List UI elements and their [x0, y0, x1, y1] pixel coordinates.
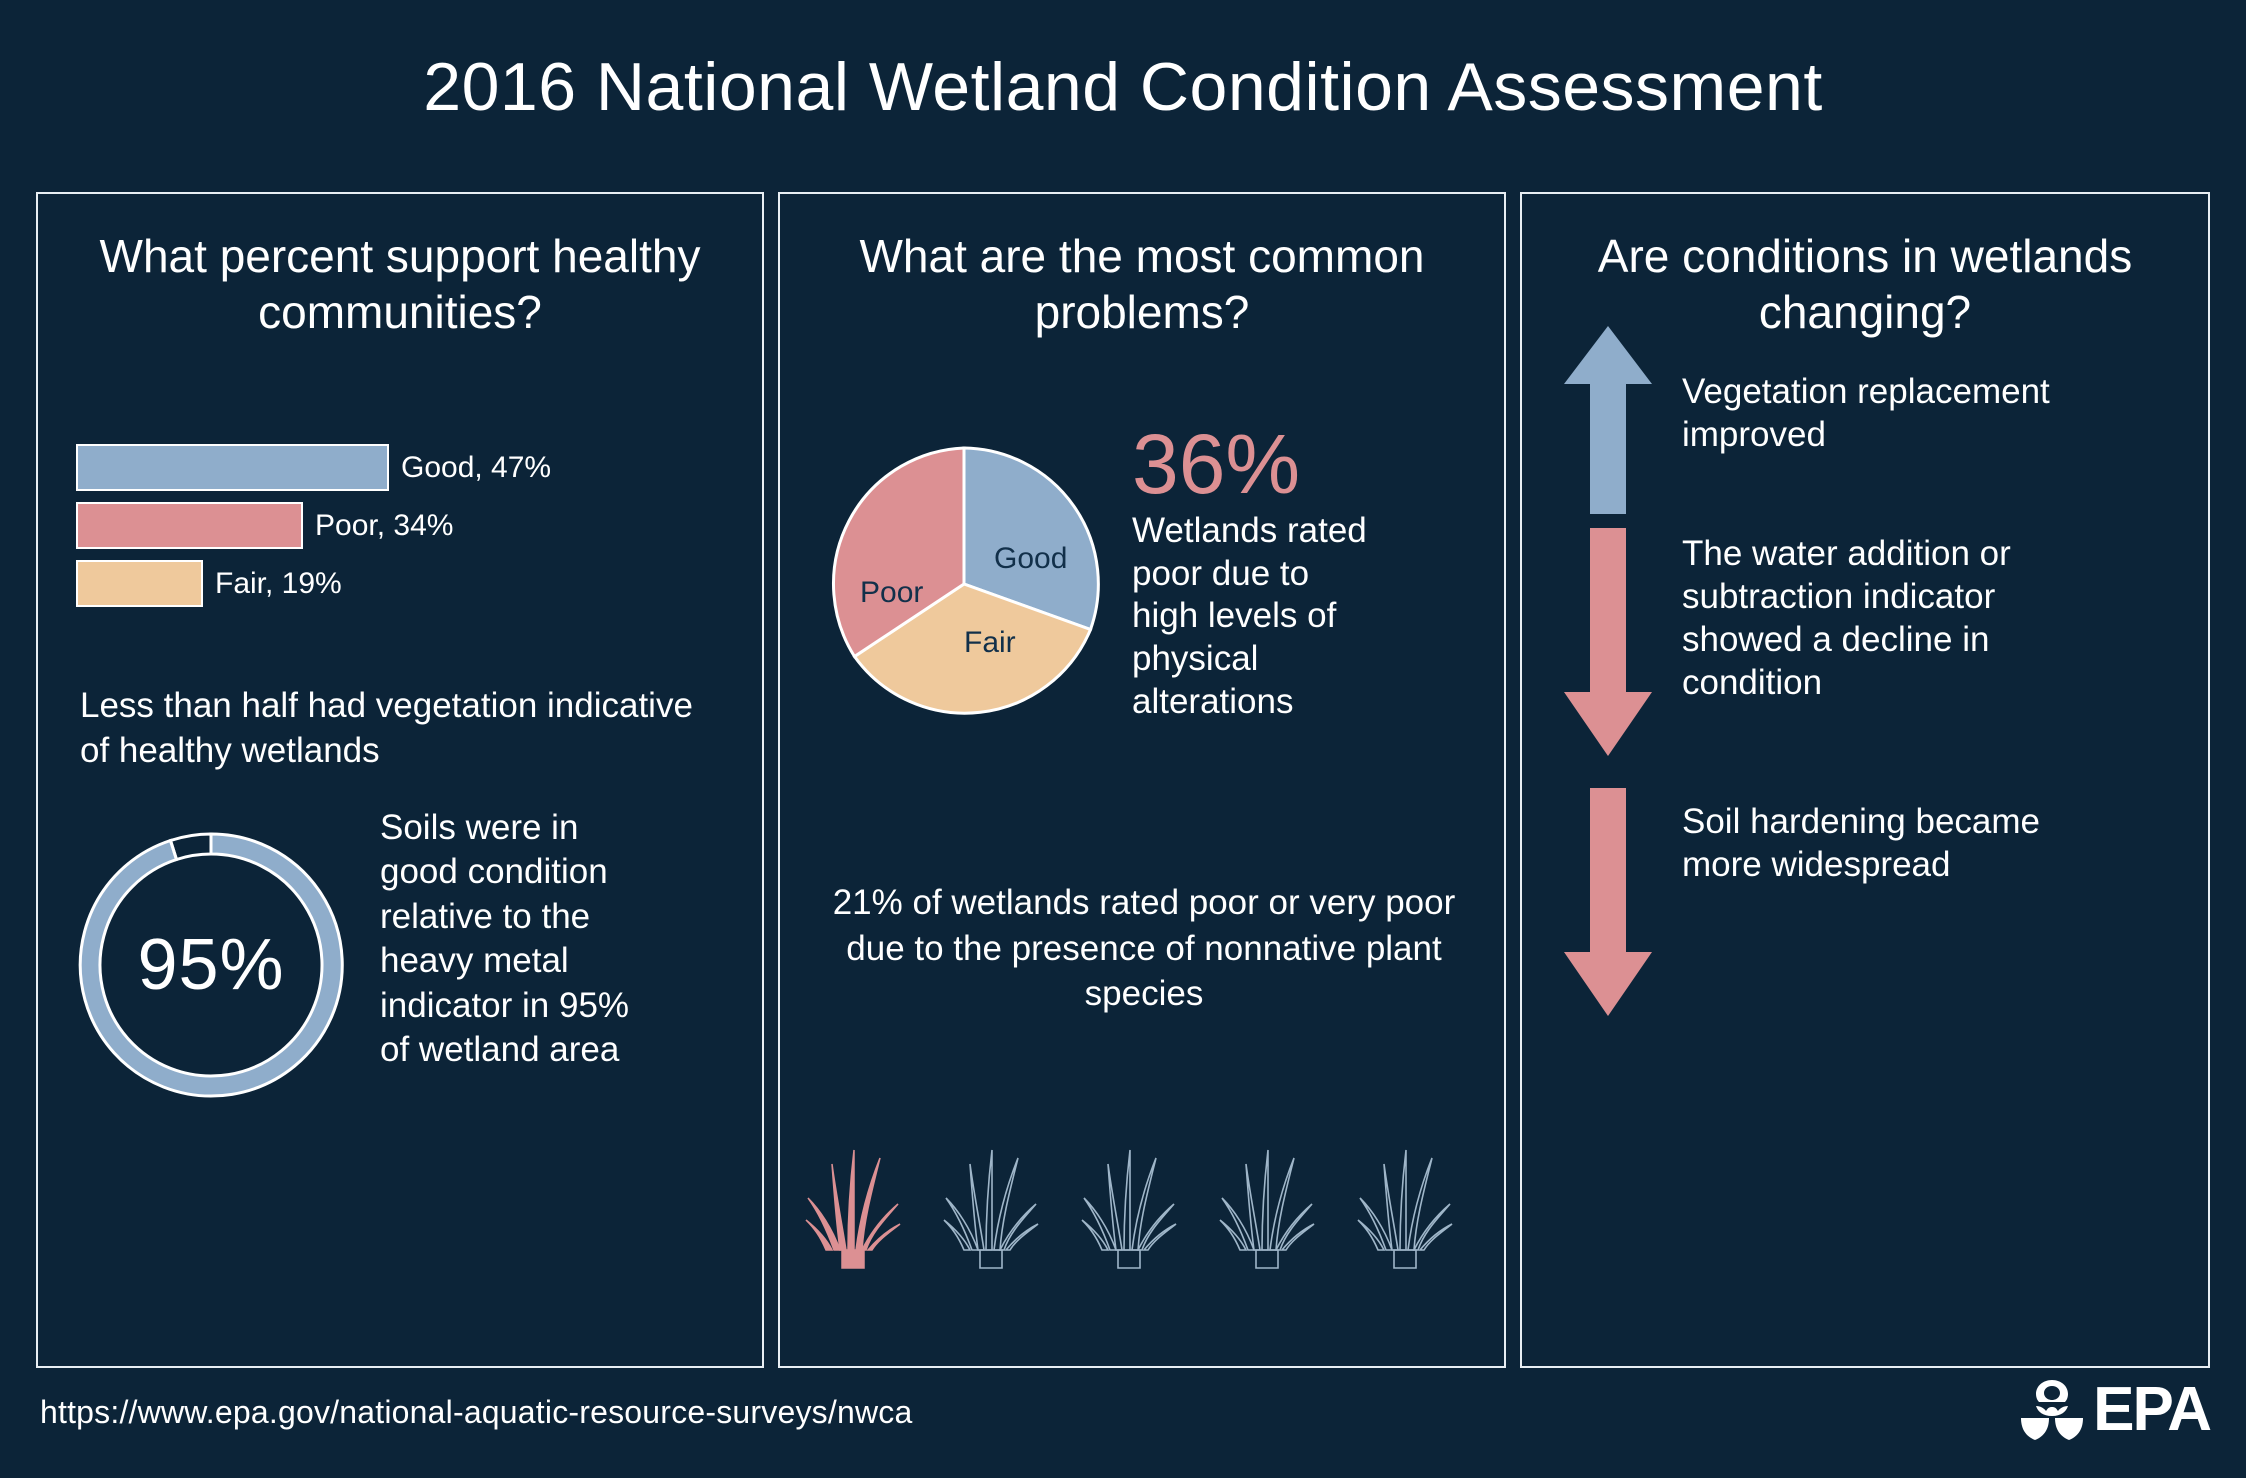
- pie-slice-good: [962, 446, 1100, 632]
- grass-tuft-outline-4: [1357, 1149, 1453, 1269]
- grass-tuft-outline-3: [1219, 1149, 1315, 1269]
- bar-good: [76, 444, 389, 491]
- footer-url[interactable]: https://www.epa.gov/national-aquatic-res…: [40, 1394, 913, 1430]
- panel-conditions-changing: Are conditions in wetlands changing? Veg…: [1520, 192, 2210, 1368]
- bar-row-fair: Fair, 19%: [76, 560, 736, 607]
- pie-side-callout: 36% Wetlands rated poor due to high leve…: [1132, 422, 1382, 723]
- arrow-down-icon-soil: [1564, 788, 1652, 1016]
- pie-slice-fair: [852, 582, 1093, 715]
- panel-healthy-communities: What percent support healthy communities…: [36, 192, 764, 1368]
- panel3-heading: Are conditions in wetlands changing?: [1597, 230, 2133, 339]
- pie-slice-poor: [831, 446, 966, 659]
- donut-block: 95% Soils were in good condition relativ…: [66, 806, 660, 1110]
- nonnative-species-note: 21% of wetlands rated poor or very poor …: [832, 883, 1456, 1013]
- panel1-lead-text: Less than half had vegetation indicative…: [80, 686, 693, 770]
- pie-chart: Good Fair Poor: [824, 444, 1104, 724]
- donut-caption: Soils were in good condition relative to…: [380, 808, 630, 1070]
- trend-item-vegetation: Vegetation replacement improved: [1562, 322, 2102, 518]
- bar-label-good: Good, 47%: [401, 450, 552, 484]
- epa-wordmark: EPA: [2093, 1375, 2212, 1444]
- grass-illustration-row: [796, 1106, 1496, 1291]
- bar-poor: [76, 502, 303, 549]
- epa-seal-icon: [2021, 1380, 2084, 1440]
- arrow-down-icon-water: [1564, 528, 1652, 756]
- donut-center-label: 95%: [137, 925, 285, 1005]
- trend-text-soil: Soil hardening became more widespread: [1682, 802, 2041, 885]
- trend-text-vegetation: Vegetation replacement improved: [1682, 372, 2050, 455]
- epa-logo: EPA: [2015, 1374, 2212, 1446]
- grass-svg: [805, 1149, 1453, 1269]
- bar-fair: [76, 560, 203, 607]
- bar-label-poor: Poor, 34%: [315, 508, 454, 542]
- grass-tuft-outline-1: [943, 1149, 1039, 1269]
- donut-arc-remainder: [168, 832, 213, 862]
- donut-chart: 95%: [66, 820, 356, 1110]
- donut-arc-filled: [78, 832, 344, 1098]
- panel2-heading: What are the most common problems?: [859, 230, 1425, 339]
- page-title: 2016 National Wetland Condition Assessme…: [423, 49, 1823, 125]
- donut-svg: [78, 832, 344, 1098]
- panels-container: What percent support healthy communities…: [36, 192, 2210, 1368]
- pie-svg: [831, 446, 1100, 715]
- panel-common-problems: What are the most common problems? Good …: [778, 192, 1506, 1368]
- grass-tuft-outline-2: [1081, 1149, 1177, 1269]
- trend-item-soil: Soil hardening became more widespread: [1562, 784, 2102, 1020]
- bar-row-good: Good, 47%: [76, 444, 736, 491]
- bar-row-poor: Poor, 34%: [76, 502, 736, 549]
- trend-item-water: The water addition or subtraction indica…: [1562, 524, 2102, 760]
- grass-tuft-highlighted: [805, 1149, 901, 1269]
- trend-text-water: The water addition or subtraction indica…: [1682, 534, 2011, 703]
- big-stat-value: 36%: [1132, 417, 1301, 511]
- panel1-heading: What percent support healthy communities…: [99, 230, 701, 339]
- pie-row: Good Fair Poor 36% Wetlands rated poor d…: [802, 422, 1492, 724]
- arrow-up-icon: [1564, 326, 1652, 514]
- bar-chart: Good, 47% Poor, 34% Fair, 19%: [76, 444, 736, 618]
- bar-label-fair: Fair, 19%: [215, 566, 342, 600]
- big-stat-description: Wetlands rated poor due to high levels o…: [1132, 511, 1367, 721]
